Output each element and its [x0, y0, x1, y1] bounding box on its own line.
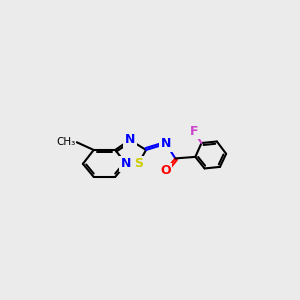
Text: N: N: [161, 137, 171, 150]
Text: S: S: [134, 157, 143, 170]
Text: CH₃: CH₃: [56, 137, 75, 147]
Text: F: F: [190, 125, 198, 138]
Text: N: N: [121, 157, 131, 170]
Text: N: N: [125, 134, 135, 146]
Text: O: O: [160, 164, 171, 177]
